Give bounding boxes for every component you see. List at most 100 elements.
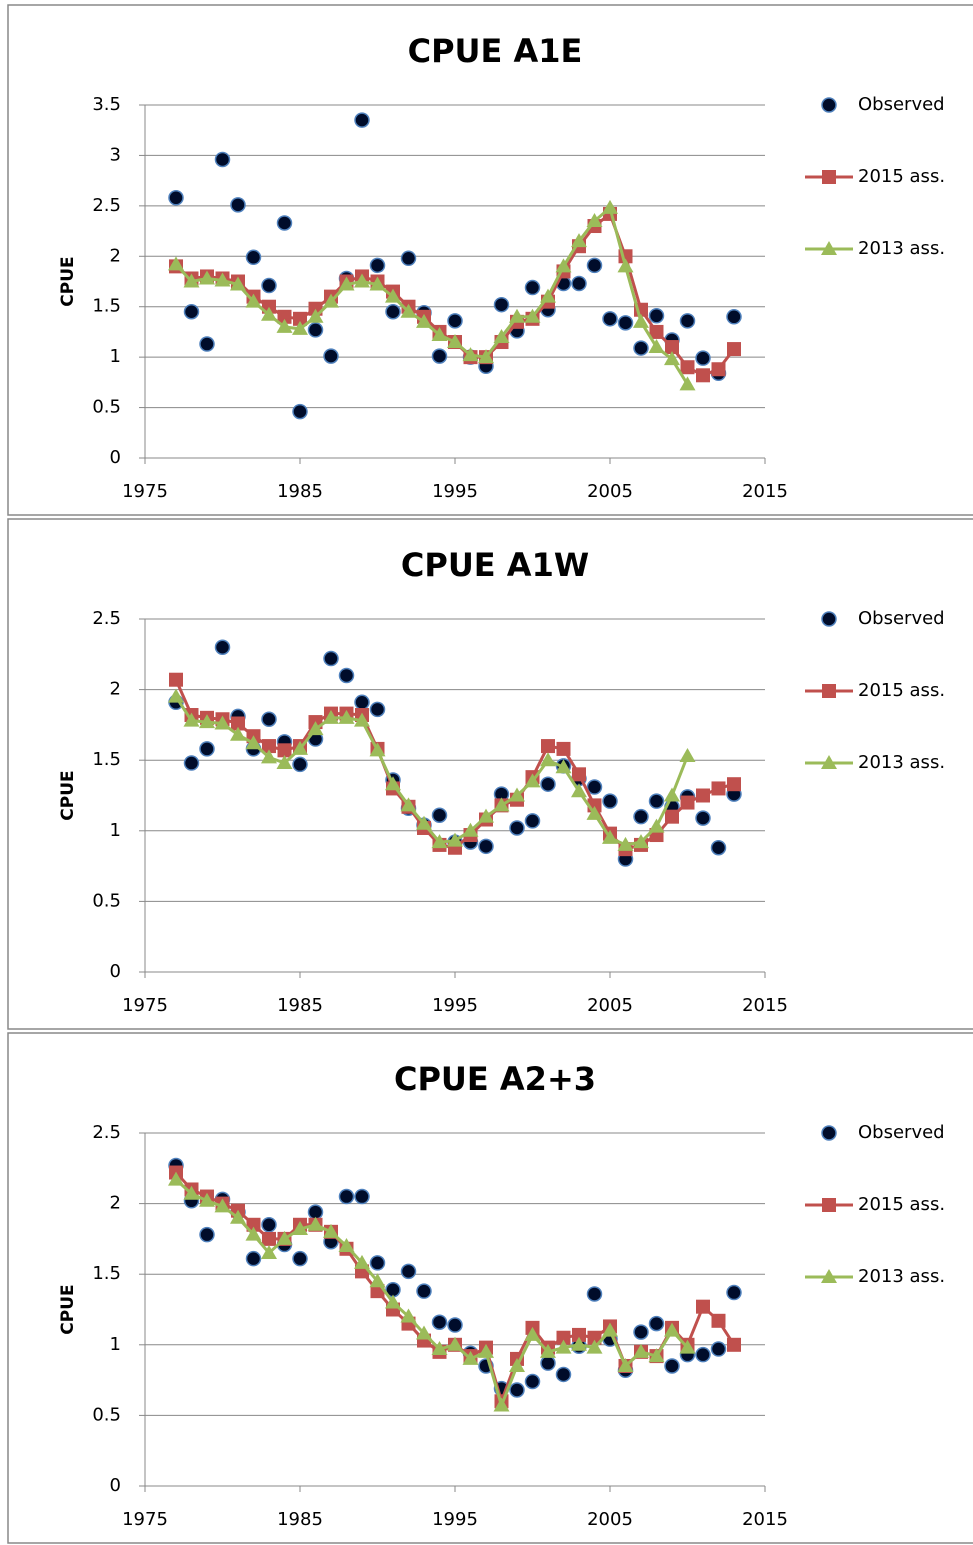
marker-triangle xyxy=(431,326,448,341)
marker-triangle xyxy=(633,1343,649,1358)
marker-square xyxy=(680,795,695,810)
marker-circle xyxy=(276,215,293,231)
marker-square xyxy=(727,342,741,357)
marker-circle xyxy=(183,755,200,771)
marker-circle xyxy=(695,810,711,826)
marker-square xyxy=(727,777,741,792)
marker-triangle xyxy=(400,797,417,812)
marker-square xyxy=(541,739,555,754)
marker-triangle xyxy=(602,199,618,214)
marker-square xyxy=(696,368,710,383)
x-tick-label: 1985 xyxy=(277,995,323,1016)
legend-marker xyxy=(822,170,836,184)
series-line xyxy=(174,1178,689,1411)
marker-square xyxy=(169,672,183,687)
x-tick-label: 2005 xyxy=(587,995,633,1016)
marker-triangle xyxy=(679,1339,696,1354)
marker-circle xyxy=(354,1188,370,1205)
marker-triangle xyxy=(230,726,246,741)
marker-circle xyxy=(323,348,339,364)
marker-triangle xyxy=(168,256,184,271)
marker-square xyxy=(572,767,586,782)
marker-circle xyxy=(710,1341,727,1357)
chart-panel: CPUE A1W CPUE 0 0.5 1 1.5 2 2.5 1975 1985 1995 2005… xyxy=(7,518,973,1030)
marker-circle xyxy=(695,1346,711,1363)
chart-title: CPUE A1E xyxy=(408,32,583,70)
marker-circle xyxy=(199,336,215,352)
marker-triangle xyxy=(602,1322,618,1337)
legend-label: Observed xyxy=(858,608,945,629)
marker-triangle xyxy=(462,822,479,837)
marker-circle xyxy=(400,1263,417,1280)
marker-triangle xyxy=(276,318,293,333)
legend-label: 2015 ass. xyxy=(858,166,945,187)
marker-circle xyxy=(385,304,401,320)
marker-triangle xyxy=(261,1245,277,1260)
marker-circle xyxy=(493,296,510,313)
marker-square xyxy=(262,739,276,754)
legend-marker xyxy=(821,241,837,255)
y-tick-label: 1.5 xyxy=(92,749,121,770)
marker-triangle xyxy=(555,1339,572,1354)
marker-triangle xyxy=(338,709,355,724)
marker-square xyxy=(277,309,292,324)
legend-marker xyxy=(821,1125,837,1141)
legend-marker xyxy=(821,97,837,113)
marker-square xyxy=(293,311,307,326)
marker-square xyxy=(680,360,695,375)
marker-square xyxy=(665,340,679,355)
marker-triangle xyxy=(540,1343,556,1358)
y-axis-title: CPUE xyxy=(58,770,78,820)
marker-square xyxy=(711,362,726,377)
y-axis-title: CPUE xyxy=(58,1284,78,1334)
marker-triangle xyxy=(369,276,386,291)
marker-circle xyxy=(245,1250,262,1267)
x-tick-label: 1985 xyxy=(277,481,323,502)
marker-square xyxy=(556,741,571,756)
marker-triangle xyxy=(400,1308,417,1323)
marker-triangle xyxy=(679,747,696,762)
marker-circle xyxy=(447,313,463,329)
marker-triangle xyxy=(323,709,339,724)
marker-circle xyxy=(586,257,603,274)
marker-triangle xyxy=(524,1326,541,1341)
marker-triangle xyxy=(571,783,587,798)
marker-triangle xyxy=(416,815,432,830)
marker-circle xyxy=(292,403,308,420)
marker-triangle xyxy=(447,832,463,847)
y-tick-label: 2.5 xyxy=(92,195,121,216)
marker-triangle xyxy=(354,712,370,727)
marker-square xyxy=(262,1231,276,1246)
marker-circle xyxy=(648,308,665,324)
marker-square xyxy=(696,1299,710,1314)
marker-triangle xyxy=(323,1223,339,1238)
marker-triangle xyxy=(617,258,634,273)
chart-panel: CPUE A1E CPUE 0 0.5 1 1.5 2 2.5 3 3.5 1975 1985 1995… xyxy=(7,4,973,516)
y-tick-label: 1 xyxy=(110,346,121,367)
legend-label: 2013 ass. xyxy=(858,752,945,773)
x-tick-label: 1995 xyxy=(432,995,478,1016)
marker-circle xyxy=(230,197,246,213)
x-tick-label: 1975 xyxy=(122,1509,168,1530)
marker-circle xyxy=(633,1324,649,1340)
marker-triangle xyxy=(664,1322,680,1337)
marker-circle xyxy=(416,1283,432,1299)
marker-triangle xyxy=(524,773,541,788)
legend-marker xyxy=(821,755,837,769)
marker-circle xyxy=(695,350,711,366)
marker-triangle xyxy=(586,212,603,227)
series-line xyxy=(174,1171,736,1407)
marker-triangle xyxy=(679,376,696,391)
marker-triangle xyxy=(338,276,355,291)
marker-triangle xyxy=(230,276,246,291)
marker-triangle xyxy=(338,1237,355,1252)
legend-label: Observed xyxy=(858,94,945,115)
marker-triangle xyxy=(478,349,494,364)
marker-circle xyxy=(431,348,448,364)
y-tick-label: 1.5 xyxy=(92,1263,121,1284)
marker-circle xyxy=(664,1358,680,1374)
marker-triangle xyxy=(664,351,680,366)
marker-circle xyxy=(602,311,618,327)
marker-triangle xyxy=(555,258,572,273)
legend-label: 2015 ass. xyxy=(858,1194,945,1215)
